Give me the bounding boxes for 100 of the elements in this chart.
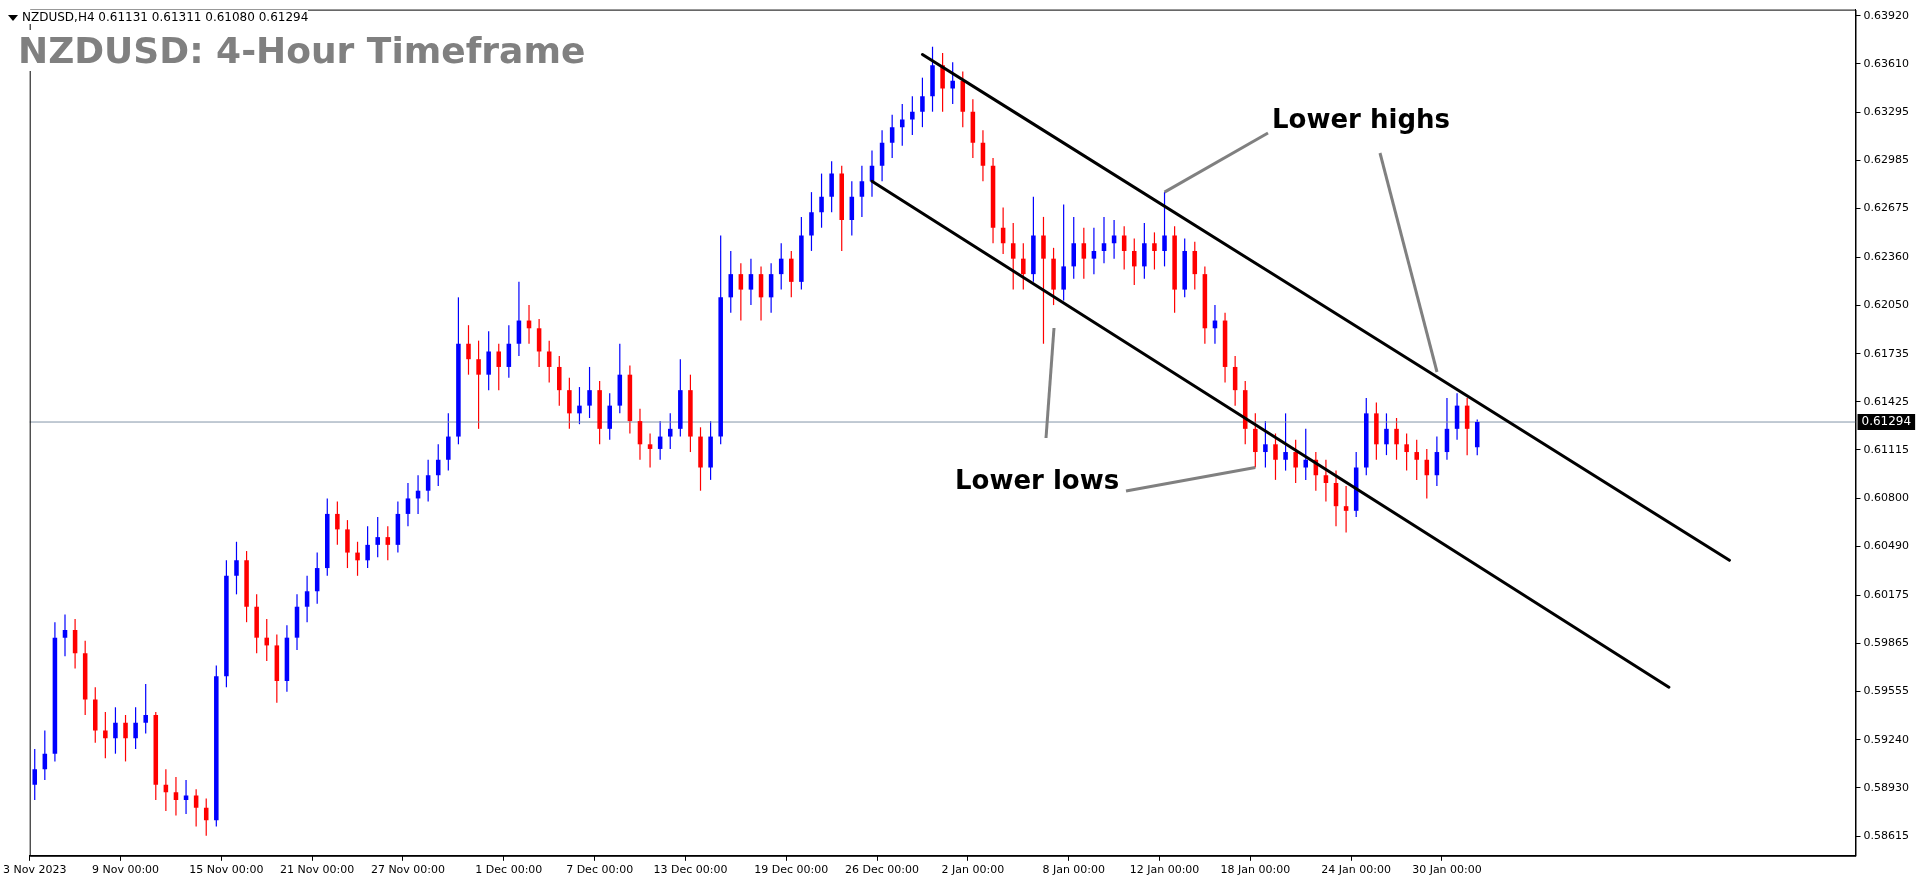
candlestick [1303, 428, 1309, 481]
candlestick [567, 377, 572, 430]
candlestick [133, 706, 138, 750]
candlestick [819, 172, 824, 229]
candlestick [1111, 219, 1117, 260]
candlestick [365, 525, 370, 569]
y-tick-label: 0.58615 [1863, 829, 1910, 843]
y-tick-label: 0.61735 [1863, 346, 1910, 360]
candlestick [607, 392, 612, 441]
x-tick-label: 9 Nov 00:00 [91, 863, 160, 877]
candlestick [375, 516, 380, 558]
candlestick [647, 432, 653, 469]
candlestick [355, 541, 360, 577]
candlestick [264, 618, 270, 662]
candlestick [425, 459, 431, 503]
y-tick-label: 0.60800 [1863, 491, 1910, 505]
candlestick [809, 191, 814, 252]
candlestick [920, 77, 925, 128]
x-tick-label: 27 Nov 00:00 [370, 863, 446, 877]
x-tick-label: 2 Jan 00:00 [941, 863, 1005, 877]
y-tick-label: 0.59240 [1863, 732, 1910, 746]
candlestick [1010, 222, 1016, 291]
x-tick-label: 21 Nov 00:00 [280, 863, 355, 877]
candlestick [859, 165, 865, 218]
candlestick [1404, 432, 1409, 472]
candlestick [1323, 459, 1329, 503]
x-tick-label: 8 Jan 00:00 [1042, 863, 1106, 877]
candlestick [183, 779, 189, 815]
candlestick [1152, 231, 1157, 271]
candlestick [304, 575, 310, 623]
candlestick [1041, 216, 1046, 345]
x-tick-label: 13 Dec 00:00 [653, 863, 728, 877]
candlestick [1061, 203, 1066, 302]
annotation: Lower lows [955, 465, 1120, 495]
x-tick-label: 18 Jan 00:00 [1220, 863, 1291, 877]
candlestick [557, 355, 562, 407]
x-tick-label: 12 Jan 00:00 [1129, 863, 1200, 877]
candlestick [1091, 227, 1097, 275]
candlestick [486, 330, 491, 391]
candlestick [1021, 242, 1026, 291]
y-tick-label: 0.59555 [1863, 683, 1910, 697]
candlestick [738, 262, 744, 322]
candlestick [113, 706, 118, 755]
candlestick [1273, 432, 1278, 481]
annotation: Lower highs [1272, 104, 1450, 134]
candlestick [476, 340, 481, 430]
x-tick-label: 30 Jan 00:00 [1412, 863, 1482, 877]
x-tick-label: 3 Nov 2023 [3, 863, 67, 877]
candlestick [123, 714, 128, 763]
y-tick-label: 0.63920 [1863, 8, 1910, 22]
candlestick [728, 250, 734, 314]
candlestick [1121, 225, 1127, 271]
candlestick [1283, 412, 1288, 472]
x-tick-label: 19 Dec 00:00 [754, 863, 829, 877]
ref-line-label: 0.61294 [1861, 414, 1912, 429]
candlestick [940, 52, 945, 113]
candlestick [103, 711, 108, 759]
candlestick [405, 482, 411, 527]
y-tick-label: 0.61425 [1863, 394, 1910, 408]
candlestick [62, 613, 68, 657]
candlestick [910, 95, 915, 136]
candlestick [1142, 222, 1147, 280]
annotation: NZDUSD,H4 0.61131 0.61311 0.61080 0.61294 [22, 10, 309, 24]
y-tick-label: 0.60490 [1863, 539, 1910, 553]
candlestick [1162, 191, 1167, 267]
candlestick [667, 412, 673, 450]
candlestick [889, 114, 895, 159]
candlestick [143, 683, 148, 735]
y-tick-label: 0.63610 [1863, 56, 1910, 70]
candlestick [950, 61, 955, 105]
candlestick [789, 250, 794, 298]
candlestick [1101, 216, 1107, 264]
candlestick [1343, 485, 1349, 534]
candlestick [1071, 216, 1077, 280]
candlestick [577, 386, 582, 425]
x-tick-label: 26 Dec 00:00 [845, 863, 920, 877]
candlestick [234, 541, 239, 595]
candlestick [829, 160, 834, 213]
candlestick [1131, 237, 1137, 286]
y-tick-label: 0.59865 [1863, 635, 1910, 649]
x-tick-label: 24 Jan 00:00 [1321, 863, 1392, 877]
text: NZDUSD: 4-Hour Timeframe [18, 30, 586, 71]
candlestick [32, 748, 38, 801]
candlestick [193, 788, 199, 828]
candlestick [173, 776, 179, 817]
x-tick-label: 15 Nov 00:00 [189, 863, 264, 877]
y-tick-label: 0.62050 [1863, 297, 1910, 311]
x-tick-label: 7 Dec 00:00 [566, 863, 634, 877]
y-tick-label: 0.58930 [1863, 780, 1910, 794]
y-tick-label: 0.61115 [1863, 442, 1910, 456]
candlestick [496, 343, 502, 391]
y-tick-label: 0.62675 [1863, 201, 1910, 215]
candlestick [385, 525, 391, 561]
y-tick-label: 0.63295 [1863, 105, 1910, 119]
candlestick [1293, 439, 1298, 484]
candlestick [587, 366, 592, 419]
y-tick-label: 0.62360 [1863, 249, 1910, 263]
candlestick [1081, 227, 1087, 280]
y-tick-label: 0.62985 [1863, 153, 1910, 167]
candlestick [748, 258, 754, 306]
